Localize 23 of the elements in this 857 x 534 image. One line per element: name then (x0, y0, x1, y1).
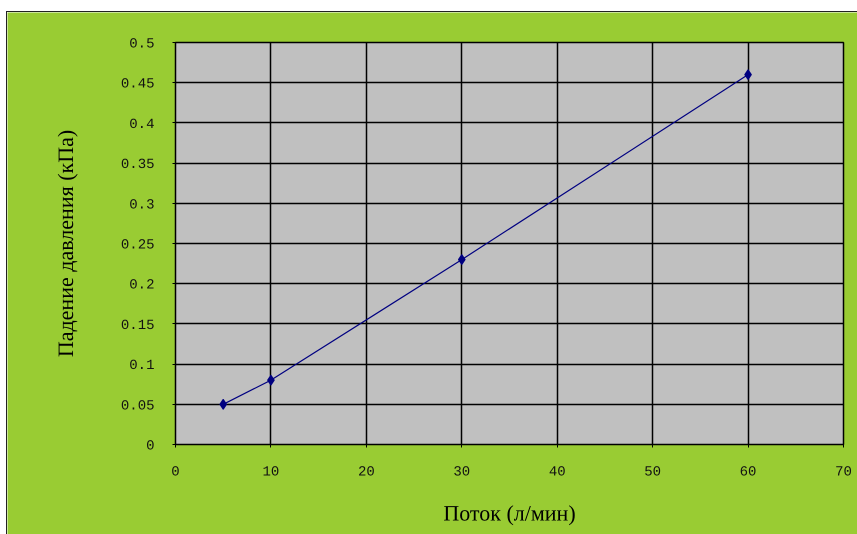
x-tick-label: 70 (835, 464, 852, 480)
x-tick-label: 0 (171, 464, 180, 480)
x-tick-label: 40 (548, 464, 566, 480)
y-tick-label: 0.4 (129, 116, 155, 133)
y-tick-label: 0.5 (129, 36, 155, 52)
x-axis-title: Поток (л/мин) (443, 500, 576, 526)
y-tick-label: 0.2 (129, 278, 155, 294)
y-tick-label: 0.25 (120, 238, 155, 254)
point (219, 398, 228, 410)
x-tick-label: 60 (740, 464, 756, 480)
y-tick-label: 0.45 (120, 76, 155, 93)
y-axis-title: Падение давления (кПа) (52, 130, 78, 358)
x-tick-label: 20 (358, 464, 375, 480)
x-tick-label: 10 (262, 464, 280, 480)
x-tick-label: 30 (453, 464, 470, 480)
point (458, 254, 466, 266)
y-tick-label: 0.35 (120, 157, 155, 174)
y-tick-label: 0.1 (129, 358, 155, 374)
y-tick-label: 0 (146, 438, 155, 454)
y-tick-label: 0.15 (120, 318, 155, 334)
y-tick-label: 0.05 (120, 398, 155, 414)
x-tick-label: 50 (644, 464, 662, 480)
y-tick-label: 0.3 (129, 197, 155, 214)
